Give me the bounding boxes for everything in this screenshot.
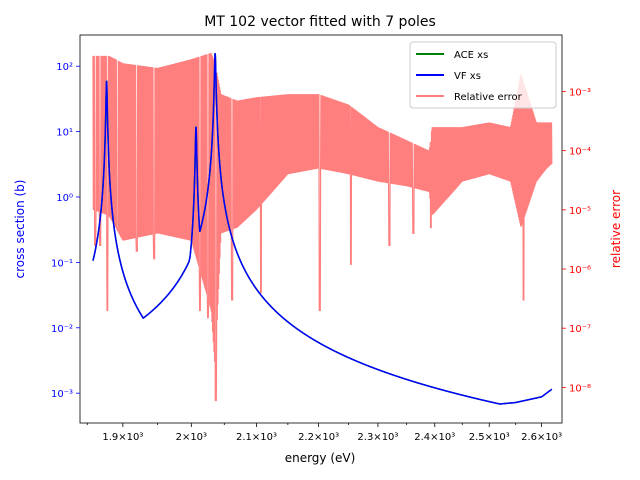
right-y-tick-label: 10⁻⁵	[569, 206, 591, 217]
axes-frame	[79, 34, 563, 424]
x-tick-label: 2×10³	[176, 432, 207, 443]
chart-title: MT 102 vector fitted with 7 poles	[204, 14, 436, 30]
x-tick-label: 2.5×10³	[469, 432, 510, 443]
left-y-tick-label: 10⁰	[56, 193, 73, 204]
legend-label-vf-xs: VF xs	[454, 71, 481, 82]
legend: ACE xs VF xs Relative error	[409, 41, 557, 109]
x-axis-label: energy (eV)	[285, 451, 356, 465]
plot-area	[92, 52, 553, 405]
x-tick-label: 2.4×10³	[414, 432, 455, 443]
x-tick-label: 2.2×10³	[298, 432, 339, 443]
x-axis-ticks: 1.9×10³ 2×10³ 2.1×10³ 2.2×10³ 2.3×10³ 2.4×10³…	[86, 423, 562, 443]
left-y-tick-label: 10⁻¹	[51, 258, 73, 269]
left-y-tick-label: 10²	[56, 62, 73, 73]
right-y-axis-label: relative error	[609, 190, 623, 268]
x-tick-label: 1.9×10³	[102, 432, 143, 443]
right-y-tick-label: 10⁻⁶	[569, 265, 591, 276]
vf-xs-series	[92, 53, 553, 405]
right-y-tick-label: 10⁻⁸	[569, 383, 591, 394]
legend-box	[409, 41, 557, 109]
right-y-tick-label: 10⁻⁴	[569, 147, 591, 158]
right-y-tick-label: 10⁻³	[569, 87, 591, 98]
x-tick-label: 2.6×10³	[521, 432, 562, 443]
left-y-tick-label: 10⁻²	[51, 324, 73, 335]
legend-label-relative-error: Relative error	[454, 92, 523, 103]
right-y-axis-ticks: 10⁻⁸ 10⁻⁷ 10⁻⁶ 10⁻⁵ 10⁻⁴ 10⁻³	[562, 87, 591, 394]
left-y-tick-label: 10¹	[56, 128, 73, 139]
legend-label-ace-xs: ACE xs	[454, 50, 488, 61]
x-tick-label: 2.3×10³	[357, 432, 398, 443]
right-y-tick-label: 10⁻⁷	[569, 324, 591, 335]
left-y-axis-label: cross section (b)	[13, 180, 27, 279]
relative-error-series	[92, 52, 553, 402]
left-y-axis-ticks: 10⁻³ 10⁻² 10⁻¹ 10⁰ 10¹ 10²	[51, 62, 80, 400]
left-y-tick-label: 10⁻³	[51, 389, 73, 400]
x-tick-label: 2.1×10³	[236, 432, 277, 443]
